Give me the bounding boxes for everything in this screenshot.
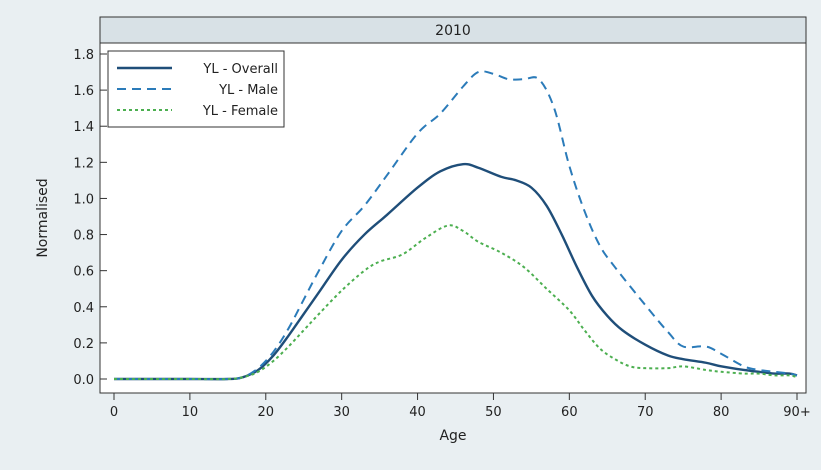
series-group — [113, 70, 798, 381]
y-axis-label: Normalised — [35, 178, 51, 257]
y-tick-label: 1.2 — [73, 156, 94, 171]
legend-label: YL - Male — [218, 83, 278, 98]
x-tick-label: 70 — [637, 405, 654, 420]
x-tick-label: 10 — [182, 405, 199, 420]
series-line-yl-male — [113, 70, 798, 381]
y-tick-label: 0.0 — [73, 373, 94, 388]
legend-label: YL - Female — [202, 104, 278, 119]
legend-label: YL - Overall — [202, 62, 278, 77]
y-tick-label: 0.4 — [73, 301, 94, 316]
x-tick-label: 50 — [485, 405, 502, 420]
panel-title-strip — [99, 16, 807, 44]
y-tick-label: 1.0 — [73, 192, 94, 207]
x-tick-label: 60 — [561, 405, 578, 420]
y-tick-label: 1.4 — [73, 120, 94, 135]
x-tick-label: 20 — [258, 405, 275, 420]
legend: YL - Overall YL - Male YL - Female — [107, 50, 285, 128]
series-line-yl-overall — [113, 162, 798, 381]
y-tick-label: 0.6 — [73, 265, 94, 280]
panel-title: 2010 — [435, 23, 471, 39]
x-tick-label: 90+ — [783, 405, 810, 420]
y-tick-label: 1.8 — [73, 48, 94, 63]
x-tick-label: 40 — [409, 405, 426, 420]
y-tick-label: 1.6 — [73, 84, 94, 99]
x-tick-label: 80 — [713, 405, 730, 420]
y-tick-label: 0.2 — [73, 337, 94, 352]
series-line-yl-female — [113, 224, 798, 381]
x-axis-label: Age — [439, 428, 466, 444]
x-tick-label: 0 — [110, 405, 118, 420]
axes-group: 0.0 0.2 0.4 0.6 0.8 1.0 1.2 1.4 1.6 1.8 0 10 20 30 40 5… — [73, 48, 810, 420]
y-tick-label: 0.8 — [73, 229, 94, 244]
x-tick-label: 30 — [333, 405, 350, 420]
